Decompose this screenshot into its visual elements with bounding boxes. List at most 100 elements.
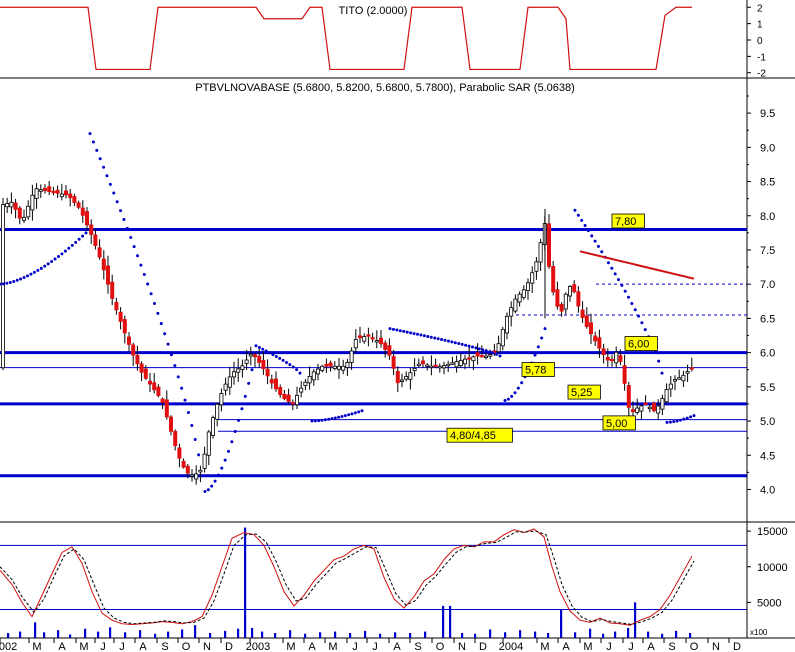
sar-dot <box>98 157 102 161</box>
volume-bar <box>34 622 37 638</box>
price-tick-label: 6.0 <box>760 348 775 360</box>
candle-up <box>450 362 455 365</box>
candle-up <box>521 289 526 298</box>
candle-up <box>30 194 35 211</box>
sar-dot <box>5 281 9 285</box>
price-title: PTBVLNOVABASE (5.6800, 5.8200, 5.6800, 5… <box>195 82 575 94</box>
volume-bar <box>614 631 617 638</box>
candle-down <box>601 348 606 356</box>
price-panel: 9.5 9.0 8.5 8.0 7.5 7.0 6.5 6.0 5.5 5.0 4.5 4.0 7,80… <box>0 78 795 523</box>
candle-up <box>341 365 346 371</box>
x-tick-label: N <box>203 641 211 652</box>
candle-down <box>80 207 85 216</box>
volume-bar <box>139 630 142 638</box>
volume-bar <box>489 629 492 638</box>
sar-dot <box>685 416 689 420</box>
candle-down <box>433 364 438 368</box>
candle-down <box>76 202 81 208</box>
sar-dot <box>633 308 637 312</box>
candle-up <box>294 394 299 406</box>
sar-dot <box>136 254 140 258</box>
candle-up <box>429 365 434 369</box>
sar-dot <box>617 278 620 282</box>
candle-down <box>383 342 388 350</box>
candle-down <box>593 335 598 342</box>
sar-dot <box>433 336 437 340</box>
sar-dot <box>36 268 40 272</box>
sar-dot <box>446 339 450 343</box>
candle-down <box>118 311 123 322</box>
sar-dot <box>402 329 406 333</box>
candle-up <box>404 375 409 380</box>
price-tick-label: 9.0 <box>760 142 775 154</box>
volume-bar <box>394 632 397 638</box>
sar-dot <box>627 295 631 299</box>
candle-down <box>420 360 425 365</box>
sar-dot <box>590 234 594 238</box>
sar-dot <box>692 414 696 418</box>
x-tick-label: J <box>628 641 634 652</box>
volume-bar <box>274 633 277 638</box>
sar-dot <box>419 333 423 337</box>
volume-bar <box>461 633 464 638</box>
oscillator-line <box>0 528 693 626</box>
candle-down <box>475 352 480 357</box>
sar-dot <box>261 347 265 351</box>
candle-up <box>194 473 199 480</box>
candle-up <box>362 336 367 342</box>
sar-dot <box>53 257 57 261</box>
candle-up <box>530 272 535 284</box>
sar-dot <box>689 415 693 419</box>
sar-dot <box>429 335 433 339</box>
sar-dot <box>405 330 409 334</box>
sar-dot <box>513 391 517 395</box>
sar-dot <box>206 488 210 492</box>
candle-down <box>131 344 136 356</box>
candle-down <box>135 355 140 365</box>
volume-bar <box>7 633 10 638</box>
volume-bar <box>57 630 60 638</box>
sar-dot <box>50 260 54 264</box>
sar-dot <box>22 275 26 279</box>
candle-up <box>349 350 354 363</box>
candle-down <box>391 356 396 369</box>
sar-dot <box>491 351 495 355</box>
candle-down <box>47 186 52 193</box>
tito-tick-label: 0 <box>757 36 763 47</box>
sar-dot <box>119 209 123 213</box>
price-label-text: 5,78 <box>525 365 546 377</box>
sar-dot <box>288 363 292 367</box>
sar-dot <box>388 327 392 331</box>
candle-down <box>17 207 22 219</box>
candle-up <box>635 407 640 413</box>
candle-down <box>395 371 400 384</box>
x-tick-label: J <box>100 641 106 652</box>
volume-bar <box>251 628 254 638</box>
sar-dot <box>317 419 321 423</box>
sar-dot <box>12 279 16 283</box>
candle-up <box>483 355 488 358</box>
sar-dot <box>84 231 88 235</box>
sar-dot <box>630 301 634 305</box>
sar-dot <box>203 490 207 494</box>
candle-up <box>656 405 661 414</box>
sar-dot <box>422 334 426 338</box>
candle-down <box>257 355 262 363</box>
candle-down <box>177 447 182 459</box>
sar-dot <box>213 479 217 483</box>
sar-dot <box>74 240 78 244</box>
sar-dot <box>176 375 180 379</box>
x-tick-label: O <box>436 641 445 652</box>
candle-down <box>584 315 589 328</box>
sar-dot <box>95 148 99 152</box>
sar-dot <box>29 272 33 276</box>
candle-down <box>479 355 484 358</box>
price-label-text: 6,00 <box>628 339 649 351</box>
volume-bar <box>124 632 127 638</box>
candle-down <box>626 385 631 408</box>
x-tick-label: A <box>647 641 655 652</box>
tito-panel: 2 1 0 -1 -2 <box>0 0 795 80</box>
volume-bar <box>364 630 367 638</box>
sar-dot <box>330 417 334 421</box>
sar-dot <box>506 397 510 401</box>
